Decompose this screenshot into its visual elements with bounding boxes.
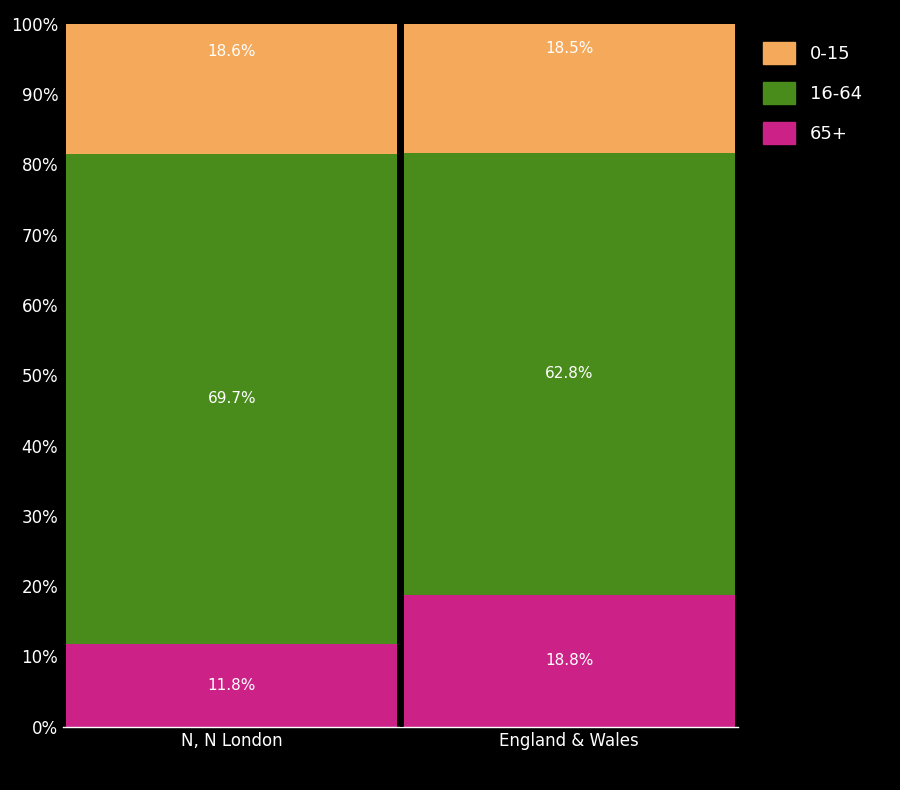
Text: 18.6%: 18.6% [208,44,256,59]
Bar [67,154,397,644]
Bar [67,644,397,727]
Bar [404,595,734,727]
Text: 69.7%: 69.7% [207,391,256,406]
Text: 11.8%: 11.8% [208,678,256,693]
Bar [404,23,734,153]
Text: 18.5%: 18.5% [545,41,593,56]
Text: 62.8%: 62.8% [545,367,593,382]
Bar [67,23,397,154]
Bar [404,153,734,595]
Text: 18.8%: 18.8% [545,653,593,668]
Legend: 0-15, 16-64, 65+: 0-15, 16-64, 65+ [754,32,871,153]
